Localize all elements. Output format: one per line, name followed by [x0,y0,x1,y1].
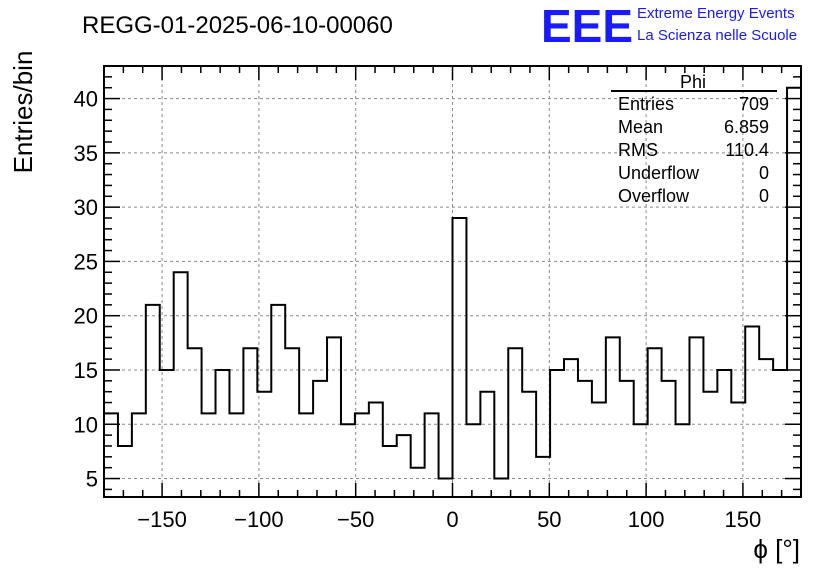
histogram-bin [229,413,243,497]
eee-logo-mark: EEE [541,0,633,52]
histogram-bin [160,370,174,497]
stats-rows: Entries 709 Mean 6.859 RMS 110.4 Underflow 0 Ove… [618,94,769,206]
histogram-bin [327,337,341,497]
histogram-bin [550,370,564,497]
stats-label: Overflow [618,186,690,206]
y-tick-label: 10 [74,412,98,437]
histogram-bin [313,381,327,497]
y-tick-label: 35 [74,141,98,166]
histogram-bin [662,381,676,497]
histogram-bin [285,348,299,497]
histogram-bin [578,381,592,497]
histogram-bin [453,218,467,497]
histogram-bin [202,413,216,497]
histogram-bin [508,348,522,497]
histogram-bin [299,413,313,497]
histogram-bin [174,272,188,497]
histogram-bin [397,435,411,497]
plot-title: REGG-01-2025-06-10-00060 [82,12,393,39]
x-tick-label: 0 [446,507,458,532]
histogram-bin [132,413,146,497]
histogram-bin [104,413,118,497]
histogram-bin [355,413,369,497]
y-tick-labels: 5 10 15 20 25 30 35 40 [74,87,98,492]
x-tick-label: −150 [137,507,187,532]
eee-logo: EEE Extreme Energy Events La Scienza nel… [541,0,797,52]
histogram-bin [759,359,773,497]
stats-label: Mean [618,117,663,137]
histogram-bin [522,392,536,497]
histogram-bin [494,479,508,497]
stats-value: 6.859 [724,117,769,137]
histogram-bin [118,446,132,497]
stats-label: Entries [618,94,674,114]
stats-label: RMS [618,140,658,160]
x-tick-label: 100 [628,507,665,532]
y-tick-label: 30 [74,195,98,220]
histogram-bin [689,337,703,497]
histogram-bin [466,424,480,497]
histogram-bin [243,348,257,497]
histogram-bin [731,403,745,497]
histogram-bin [703,392,717,497]
stats-title: Phi [680,72,706,92]
histogram-bin [146,305,160,497]
y-tick-label: 25 [74,249,98,274]
stats-value: 110.4 [725,140,769,160]
histogram-bin [369,403,383,497]
histogram-bin [439,479,453,497]
histogram-bin [717,370,731,497]
y-tick-label: 15 [74,358,98,383]
y-axis-title: Entries/bin [8,51,38,174]
histogram-bin [773,370,787,497]
histogram-bin [383,446,397,497]
histogram-bin [536,457,550,497]
stats-value: 709 [739,94,769,114]
y-tick-label: 5 [86,467,98,492]
x-tick-label: 150 [725,507,762,532]
stats-value: 0 [759,163,769,183]
eee-logo-line2: La Scienza nelle Scuole [637,27,797,44]
histogram-bin [480,392,494,497]
histogram-bin [411,468,425,497]
stats-box: Phi Entries 709 Mean 6.859 RMS 110.4 Underflow… [611,72,777,206]
histogram-bin [745,327,759,497]
histogram-bin [341,424,355,497]
y-tick-label: 40 [74,87,98,112]
histogram-bin [620,381,634,497]
histogram-bin [257,392,271,497]
x-tick-labels: −150 −100 −50 0 50 100 150 [137,507,761,532]
axis-ticks [103,65,802,497]
histogram-bin [271,305,285,497]
x-tick-label: −100 [234,507,284,532]
histogram-bin [592,403,606,497]
x-axis-title: ϕ [°] [753,534,800,564]
eee-logo-line1: Extreme Energy Events [637,5,795,22]
histogram-bin [676,424,690,497]
histogram-bin [188,348,202,497]
stats-value: 0 [759,186,769,206]
x-tick-label: 50 [537,507,561,532]
stats-label: Underflow [618,163,700,183]
histogram-bin [425,413,439,497]
histogram-bin [648,348,662,497]
histogram-outline [103,86,802,497]
histogram-bin [216,370,230,497]
x-tick-label: −50 [337,507,374,532]
histogram-bin [564,359,578,497]
y-tick-label: 20 [74,304,98,329]
histogram-bins [104,88,801,497]
histogram-bin [606,337,620,497]
